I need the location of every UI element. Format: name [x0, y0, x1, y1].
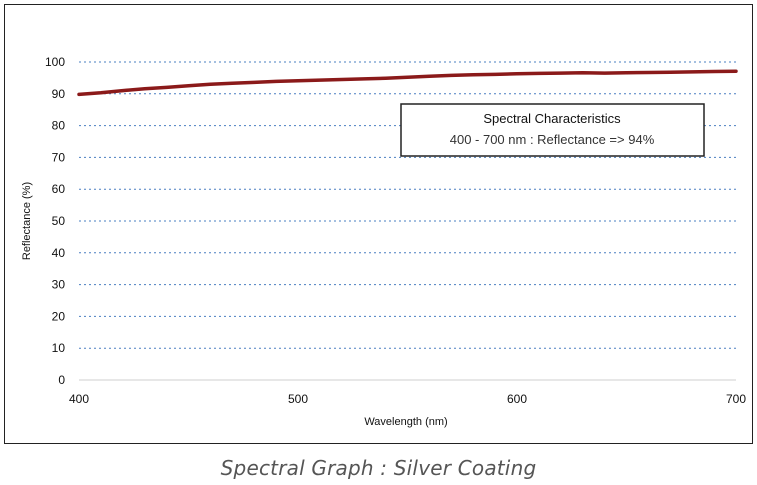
- x-axis-title: Wavelength (nm): [364, 416, 447, 428]
- y-tick-label: 70: [52, 150, 66, 164]
- reflectance-chart: 0 10 20 30 40 50 60 70 80 90 100 400 500 600 700 Spec…: [21, 55, 746, 428]
- annotation-title: Spectral Characteristics: [483, 111, 621, 126]
- grid-layer: [79, 61, 736, 381]
- y-tick-label: 80: [52, 119, 66, 133]
- y-axis-title: Reflectance (%): [21, 182, 33, 260]
- y-tick-label: 10: [52, 341, 66, 355]
- annotation-border: [400, 103, 705, 157]
- x-tick-label: 400: [69, 392, 89, 406]
- reflectance-series-line: [77, 69, 738, 97]
- y-tick-label: 20: [52, 309, 66, 323]
- figure-caption: Spectral Graph : Silver Coating: [220, 456, 537, 480]
- x-tick-label: 600: [507, 392, 527, 406]
- x-axis-ticks: 400 500 600 700: [69, 392, 746, 406]
- annotation-box: Spectral Characteristics 400 - 700 nm : …: [400, 103, 705, 157]
- annotation-text: 400 - 700 nm : Reflectance => 94%: [450, 132, 655, 147]
- y-tick-label: 0: [58, 373, 65, 387]
- x-tick-label: 700: [726, 392, 746, 406]
- y-tick-label: 30: [52, 278, 66, 292]
- y-tick-label: 40: [52, 246, 66, 260]
- y-tick-label: 50: [52, 214, 66, 228]
- series-layer: [77, 69, 738, 97]
- y-tick-label: 100: [45, 55, 65, 69]
- y-tick-label: 90: [52, 87, 66, 101]
- y-axis-ticks: 0 10 20 30 40 50 60 70 80 90 100: [45, 55, 65, 387]
- y-tick-label: 60: [52, 182, 66, 196]
- x-tick-label: 500: [288, 392, 308, 406]
